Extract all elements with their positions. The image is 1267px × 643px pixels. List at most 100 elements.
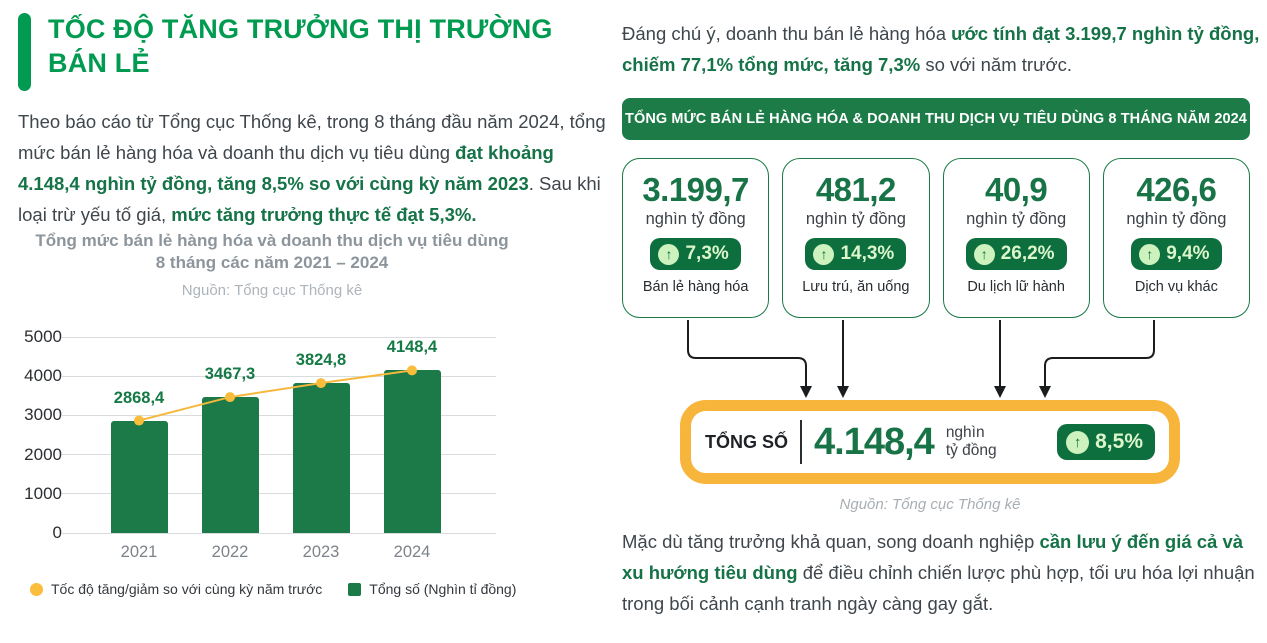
arrowhead-icon: [994, 386, 1006, 398]
stat-card-tourism: 40,9 nghìn tỷ đồng ↑ 26,2% Du lịch lữ hà…: [942, 158, 1090, 318]
infographic-source: Nguồn: Tổng cục Thống kê: [839, 496, 1021, 513]
legend-label-total: Tổng số (Nghìn tỉ đồng): [369, 581, 517, 597]
r-intro-text-2: so với năm trước.: [920, 54, 1072, 75]
arrowhead-icon: [1039, 386, 1051, 398]
gridline: [62, 336, 496, 338]
stat-cards-row: 3.199,7 nghìn tỷ đồng ↑ 7,3% Bán lẻ hàng…: [622, 158, 1250, 318]
intro-text-1: Theo báo cáo từ Tổng cục Thống kê, trong…: [18, 111, 606, 163]
bar-value-label: 3824,8: [295, 351, 347, 370]
chart-source: Nguồn: Tổng cục Thống kê: [181, 282, 363, 299]
bar-2023: [292, 383, 350, 533]
card-label: Du lịch lữ hành: [967, 279, 1065, 295]
bar-2024: [383, 370, 441, 533]
right-column: Đáng chú ý, doanh thu bán lẻ hàng hóa ướ…: [622, 0, 1267, 643]
bar-chart: 0 1000 2000 3000 4000 5000 2868,4 3467,3 3824,8…: [16, 327, 536, 580]
x-axis: 2021 2022 2023 2024: [76, 543, 496, 565]
total-growth-badge: ↑ 8,5%: [1057, 424, 1155, 460]
gridline: [62, 375, 496, 377]
legend-dot-icon: [30, 582, 43, 596]
y-axis-tick: 2000: [24, 444, 62, 464]
title-accent-bar: [18, 13, 31, 91]
arrowhead-icon: [800, 386, 812, 398]
growth-line-layer: [134, 365, 417, 426]
card-value: 481,2: [815, 171, 897, 208]
card-value: 3.199,7: [642, 171, 749, 208]
card-label: Lưu trú, ăn uống: [802, 279, 910, 295]
growth-value: 26,2%: [1000, 243, 1055, 264]
arrow-up-icon: ↑: [973, 243, 995, 265]
retail-intro-paragraph: Đáng chú ý, doanh thu bán lẻ hàng hóa ướ…: [622, 18, 1262, 80]
legend-square-icon: [348, 582, 362, 596]
intro-paragraph: Theo báo cáo từ Tổng cục Thống kê, trong…: [18, 106, 608, 230]
bar-value-label: 3467,3: [204, 365, 256, 384]
x-axis-tick: 2024: [393, 543, 431, 561]
gridline: [62, 414, 496, 416]
stat-card-retail: 3.199,7 nghìn tỷ đồng ↑ 7,3% Bán lẻ hàng…: [622, 158, 770, 318]
chart-title-line1: Tổng mức bán lẻ hàng hóa và doanh thu dị…: [35, 231, 509, 250]
left-column: TỐC ĐỘ TĂNG TRƯỞNG THỊ TRƯỜNG BÁN LẺ The…: [16, 0, 608, 643]
outro-paragraph: Mặc dù tăng trưởng khả quan, song doanh …: [622, 526, 1260, 619]
legend-item-total: Tổng số (Nghìn tỉ đồng): [348, 581, 516, 597]
card-value: 426,6: [1136, 171, 1217, 208]
card-unit: nghìn tỷ đồng: [966, 210, 1067, 228]
flow-arrows: [687, 320, 1155, 398]
outro-text-2: để điều chỉnh chiến lược phù hợp, tối ưu…: [622, 562, 1255, 614]
chart-header: Tổng mức bán lẻ hàng hóa và doanh thu dị…: [22, 230, 522, 299]
total-value: 4.148,4: [814, 420, 935, 463]
card-value: 40,9: [985, 171, 1048, 208]
growth-badge: ↑ 7,3%: [650, 238, 741, 270]
growth-badge: ↑ 9,4%: [1131, 238, 1222, 270]
intro-text-2: . Sau khi loại trừ yếu tố giá,: [18, 173, 601, 225]
total-unit-line1: nghìn: [945, 424, 985, 441]
y-axis-tick: 5000: [24, 327, 62, 346]
outro-highlight: cần lưu ý đến giá cả và xu hướng tiêu dù…: [622, 531, 1244, 583]
plot-area: 2868,4 3467,3 3824,8 4148,4: [62, 336, 496, 534]
card-unit: nghìn tỷ đồng: [1126, 210, 1227, 228]
arrow-up-icon: ↑: [658, 243, 680, 265]
y-axis-tick: 4000: [24, 366, 62, 386]
growth-value: 7,3%: [685, 243, 729, 264]
arrow-up-icon: ↑: [1139, 243, 1161, 265]
arrowhead-icon: [837, 386, 849, 398]
gridline: [62, 454, 496, 456]
y-axis-tick: 0: [52, 523, 62, 542]
total-unit: nghìn tỷ đồng: [946, 424, 997, 460]
intro-highlight-2: mức tăng trưởng thực tế đạt 5,3%.: [171, 204, 477, 225]
growth-value: 9,4%: [1166, 243, 1210, 264]
legend-label-growth: Tốc độ tăng/giảm so với cùng kỳ năm trướ…: [51, 581, 323, 597]
x-axis-tick: 2021: [120, 543, 158, 561]
y-axis-tick: 3000: [24, 405, 62, 425]
arrow-up-icon: ↑: [813, 243, 835, 265]
y-axis-tick: 1000: [24, 483, 62, 503]
card-unit: nghìn tỷ đồng: [645, 210, 746, 228]
stat-card-other-services: 426,6 nghìn tỷ đồng ↑ 9,4% Dịch vụ khác: [1102, 158, 1250, 318]
bar-2021: [110, 420, 168, 533]
intro-highlight-1: đạt khoảng 4.148,4 nghìn tỷ đồng, tăng 8…: [18, 142, 554, 194]
growth-badge: ↑ 14,3%: [805, 238, 907, 270]
growth-badge: ↑ 26,2%: [965, 238, 1067, 270]
legend-item-growth: Tốc độ tăng/giảm so với cùng kỳ năm trướ…: [30, 581, 322, 597]
bar-2022: [201, 397, 259, 533]
stat-card-accommodation: 481,2 nghìn tỷ đồng ↑ 14,3% Lưu trú, ăn …: [782, 158, 930, 318]
chart-title-line2: 8 tháng các năm 2021 – 2024: [155, 253, 389, 272]
arrow-line-4: [1044, 320, 1155, 388]
card-label: Dịch vụ khác: [1134, 279, 1218, 295]
gridline: [62, 493, 496, 495]
card-unit: nghìn tỷ đồng: [805, 210, 906, 228]
growth-value: 14,3%: [840, 243, 895, 264]
total-unit-line2: tỷ đồng: [945, 442, 997, 459]
chart-legend: Tốc độ tăng/giảm so với cùng kỳ năm trướ…: [30, 581, 516, 597]
gridline: [62, 532, 496, 534]
r-intro-highlight: ước tính đạt 3.199,7 nghìn tỷ đồng, chiế…: [622, 23, 1260, 75]
bar-value-label: 4148,4: [386, 338, 438, 357]
chart-title: Tổng mức bán lẻ hàng hóa và doanh thu dị…: [22, 230, 522, 274]
y-axis: 0 1000 2000 3000 4000 5000: [16, 327, 62, 542]
section-banner: TỔNG MỨC BÁN LẺ HÀNG HÓA & DOANH THU DỊC…: [622, 98, 1250, 140]
total-summary-box: TỔNG SỐ 4.148,4 nghìn tỷ đồng ↑ 8,5%: [680, 400, 1180, 484]
r-intro-text-1: Đáng chú ý, doanh thu bán lẻ hàng hóa: [622, 23, 952, 44]
total-growth-value: 8,5%: [1095, 430, 1143, 453]
divider: [800, 420, 803, 464]
arrow-up-icon: ↑: [1066, 430, 1090, 454]
card-label: Bán lẻ hàng hóa: [642, 279, 749, 295]
bar-value-label: 2868,4: [113, 388, 165, 407]
